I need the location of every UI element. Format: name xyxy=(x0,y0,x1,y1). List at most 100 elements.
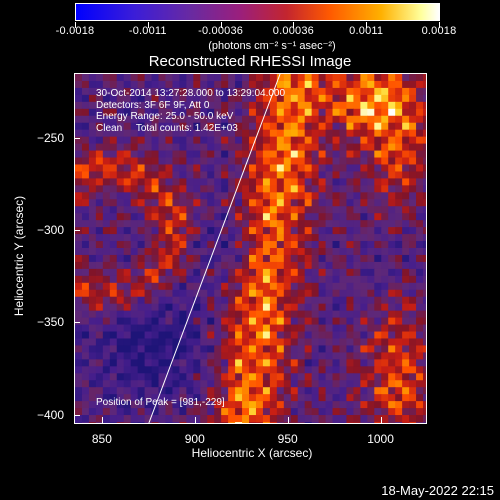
heatmap-cell xyxy=(255,296,264,305)
heatmap-cell xyxy=(186,331,194,339)
heatmap-cell xyxy=(81,296,90,305)
heatmap-cell xyxy=(402,415,410,423)
heatmap-cell xyxy=(262,331,271,339)
heatmap-cell xyxy=(81,178,90,186)
heatmap-cell xyxy=(193,206,201,214)
heatmap-cell xyxy=(262,282,271,291)
heatmap-cell xyxy=(346,261,354,270)
heatmap-cell xyxy=(235,345,243,353)
heatmap-cell xyxy=(353,150,361,159)
heatmap-cell xyxy=(367,129,375,138)
heatmap-cell xyxy=(346,129,354,138)
heatmap-cell xyxy=(283,178,292,186)
heatmap-cell xyxy=(374,171,382,179)
heatmap-cell xyxy=(172,324,180,333)
heatmap-cell xyxy=(228,303,236,312)
heatmap-cell xyxy=(388,310,396,319)
heatmap-cell xyxy=(116,345,125,353)
heatmap-cell xyxy=(116,80,125,89)
heatmap-cell xyxy=(297,345,306,353)
heatmap-cell xyxy=(109,122,118,131)
heatmap-cell xyxy=(297,338,306,346)
heatmap-cell xyxy=(186,227,194,235)
heatmap-cell xyxy=(200,94,208,103)
heatmap-cell xyxy=(165,234,173,242)
heatmap-cell xyxy=(130,157,139,165)
heatmap-cell xyxy=(423,345,426,353)
heatmap-cell xyxy=(423,296,426,305)
heatmap-cell xyxy=(151,171,160,179)
heatmap-cell xyxy=(381,324,389,333)
heatmap-cell xyxy=(228,108,236,117)
heatmap-cell xyxy=(304,296,313,305)
heatmap-cell xyxy=(353,115,361,124)
heatmap-cell xyxy=(75,303,83,312)
heatmap-cell xyxy=(325,241,334,249)
heatmap-cell xyxy=(235,296,243,305)
heatmap-cell xyxy=(325,282,334,291)
heatmap-cell xyxy=(416,296,424,305)
heatmap-cell xyxy=(367,108,375,117)
heatmap-cell xyxy=(242,87,250,96)
heatmap-cell xyxy=(402,213,410,221)
heatmap-cell xyxy=(137,122,146,131)
heatmap-cell xyxy=(186,185,194,193)
heatmap-cell xyxy=(297,178,306,186)
heatmap-cell xyxy=(137,143,146,152)
heatmap-cell xyxy=(151,296,160,305)
heatmap-cell xyxy=(116,366,125,374)
heatmap-cell xyxy=(193,136,201,145)
heatmap-cell xyxy=(276,94,285,103)
heatmap-cell xyxy=(81,74,90,82)
heatmap-cell xyxy=(311,289,320,298)
heatmap-cell xyxy=(367,213,375,221)
heatmap-cell xyxy=(207,331,215,339)
heatmap-cell xyxy=(221,248,229,256)
heatmap-cell xyxy=(172,164,180,172)
heatmap-cell xyxy=(165,401,173,409)
heatmap-cell xyxy=(276,122,285,131)
heatmap-cell xyxy=(109,261,118,270)
heatmap-cell xyxy=(332,366,340,374)
heatmap-cell xyxy=(186,206,194,214)
heatmap-cell xyxy=(193,143,201,152)
heatmap-cell xyxy=(88,380,97,388)
heatmap-cell xyxy=(318,373,327,381)
heatmap-cell xyxy=(374,422,382,423)
heatmap-cell xyxy=(283,401,292,409)
heatmap-cell xyxy=(367,401,375,409)
heatmap-cell xyxy=(388,185,396,193)
heatmap-cell xyxy=(353,394,361,402)
heatmap-cell xyxy=(416,394,424,402)
heatmap-cell xyxy=(360,275,368,284)
heatmap-cell xyxy=(283,164,292,172)
heatmap-cell xyxy=(318,401,327,409)
heatmap-cell xyxy=(402,387,410,395)
heatmap-cell xyxy=(144,261,153,270)
heatmap-cell xyxy=(409,241,417,249)
heatmap-cell xyxy=(235,317,243,326)
heatmap-cell xyxy=(423,366,426,374)
heatmap-cell xyxy=(130,338,139,346)
heatmap-cell xyxy=(423,422,426,423)
heatmap-cell xyxy=(325,359,334,367)
heatmap-cell xyxy=(255,317,264,326)
heatmap-cell xyxy=(311,220,320,228)
heatmap-cell xyxy=(249,74,257,82)
heatmap-cell xyxy=(290,241,299,249)
heatmap-cell xyxy=(179,373,187,381)
heatmap-cell xyxy=(200,136,208,145)
heatmap-cell xyxy=(318,213,327,221)
heatmap-cell xyxy=(255,234,264,242)
heatmap-cell xyxy=(388,80,396,89)
heatmap-cell xyxy=(158,366,166,374)
heatmap-cell xyxy=(151,94,160,103)
heatmap-cell xyxy=(81,87,90,96)
heatmap-cell xyxy=(109,213,118,221)
heatmap-cell xyxy=(228,275,236,284)
heatmap-cell xyxy=(290,408,299,416)
heatmap-cell xyxy=(283,296,292,305)
heatmap-cell xyxy=(290,74,299,82)
heatmap-cell xyxy=(311,282,320,291)
heatmap-cell xyxy=(102,74,111,82)
